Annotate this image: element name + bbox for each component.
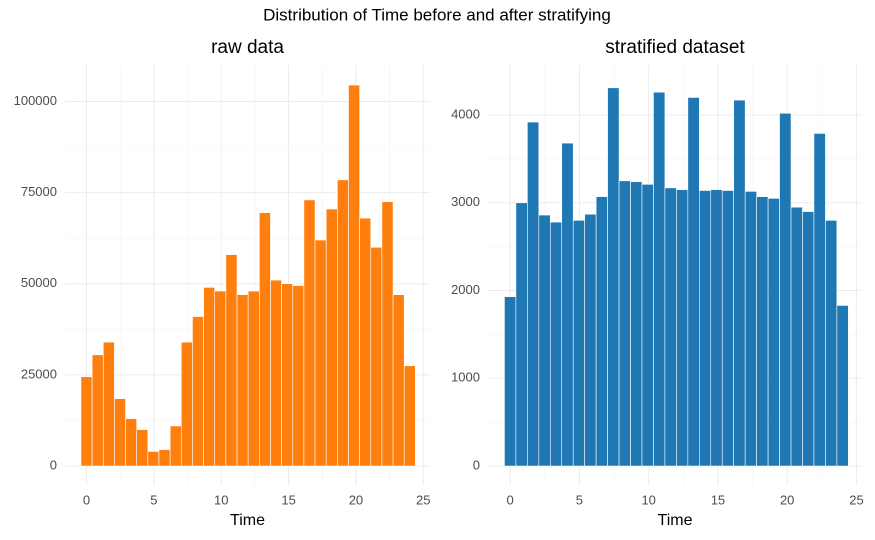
figure-title: Distribution of Time before and after st… [263, 5, 611, 24]
bar [270, 279, 282, 467]
x-tick-label: 20 [349, 492, 363, 507]
bar [314, 239, 327, 467]
bar [549, 221, 563, 467]
bar [515, 202, 528, 467]
x-tick-label: 5 [576, 492, 583, 507]
bar [721, 190, 735, 467]
bar [225, 254, 238, 467]
bar [653, 91, 666, 467]
bar [664, 187, 677, 467]
bar [825, 220, 838, 467]
bar [281, 283, 294, 467]
bar [687, 97, 700, 467]
bar [561, 142, 574, 467]
bar [303, 199, 316, 467]
x-tick-label: 10 [641, 492, 655, 507]
bar [125, 418, 138, 467]
x-tick-label: 0 [83, 492, 90, 507]
y-tick-label: 1000 [451, 370, 480, 385]
bar [136, 429, 149, 467]
bar [192, 316, 204, 467]
bar [247, 290, 260, 467]
bar [203, 287, 216, 467]
x-tick-label: 15 [281, 492, 295, 507]
bar [630, 181, 643, 467]
y-tick-label: 2000 [451, 282, 480, 297]
bar [504, 296, 517, 467]
y-tick-label: 0 [473, 457, 480, 472]
bar [618, 180, 631, 467]
y-tick-label: 100000 [14, 93, 57, 108]
bar [790, 206, 803, 467]
bar [699, 190, 712, 467]
x-axis-label: Time [230, 512, 265, 529]
bar [169, 425, 182, 467]
bar [676, 189, 689, 467]
bar [337, 179, 349, 467]
y-tick-label: 3000 [451, 194, 480, 209]
bar [744, 191, 757, 467]
bar [756, 196, 769, 467]
bar [538, 214, 551, 467]
bar [779, 112, 792, 467]
bar [572, 220, 585, 467]
y-tick-label: 75000 [21, 184, 57, 199]
bar [710, 189, 723, 467]
bar [147, 451, 160, 467]
x-tick-label: 5 [150, 492, 157, 507]
bar [158, 449, 171, 467]
bar [114, 398, 126, 467]
bar [607, 87, 620, 467]
x-tick-label: 10 [214, 492, 228, 507]
bar [80, 376, 93, 467]
bar [392, 294, 405, 467]
bar [292, 285, 305, 467]
bar [214, 290, 227, 467]
bar [733, 99, 746, 467]
bar [584, 213, 597, 467]
bar [836, 305, 849, 467]
bar [236, 294, 249, 467]
bar [180, 341, 193, 467]
bar [813, 133, 826, 467]
y-tick-label: 25000 [21, 366, 57, 381]
x-tick-label: 0 [507, 492, 514, 507]
bar [767, 198, 780, 467]
bar [595, 196, 608, 467]
x-tick-label: 25 [416, 492, 430, 507]
bar [325, 208, 338, 467]
y-tick-label: 0 [50, 457, 57, 472]
y-tick-label: 50000 [21, 275, 57, 290]
bar [527, 121, 540, 467]
bar [102, 341, 115, 467]
x-tick-label: 20 [780, 492, 794, 507]
bar [370, 246, 383, 467]
bar [381, 201, 394, 467]
bar [641, 184, 654, 467]
x-tick-label: 25 [849, 492, 863, 507]
y-tick-label: 4000 [451, 106, 480, 121]
bar [802, 211, 815, 467]
bar [259, 212, 271, 467]
x-tick-label: 15 [711, 492, 725, 507]
bar [91, 354, 104, 467]
bar [359, 217, 372, 467]
panel-title: stratified dataset [605, 37, 745, 58]
panel-title: raw data [211, 37, 284, 58]
bar [403, 365, 416, 467]
x-axis-label: Time [658, 512, 693, 529]
bar [348, 84, 360, 467]
